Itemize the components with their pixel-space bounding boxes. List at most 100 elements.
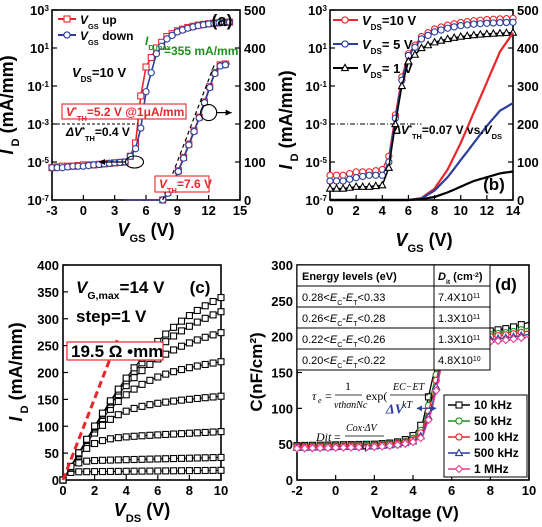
data-point-c <box>209 393 217 401</box>
data-point-c <box>106 456 114 464</box>
data-point-c <box>177 342 186 350</box>
y-tick-label-c: 350 <box>37 285 59 300</box>
data-point-c <box>185 454 193 462</box>
data-point-c <box>217 428 225 436</box>
annotation-vth-star-a: V*TH=5.2 V @1μA/mm <box>66 105 184 123</box>
y-tick-label-a: 10-7 <box>27 193 49 208</box>
data-point-c <box>162 370 170 378</box>
legend-marker-d <box>455 401 463 409</box>
data-point-c <box>83 468 91 476</box>
x-tick-label-b: 14 <box>506 203 521 218</box>
table-cell: 0.26<EC-ET<0.28 <box>302 313 385 328</box>
legend-marker-d <box>454 464 464 474</box>
x-tick-label-a: 0 <box>80 203 87 218</box>
data-point-c <box>201 428 209 436</box>
legend-label-d: 500 kHz <box>474 446 519 460</box>
data-point-d <box>331 443 340 453</box>
data-point-c <box>83 435 91 443</box>
y2-tick-label-a: 100 <box>244 155 266 170</box>
y-tick-label-d: 50 <box>279 437 293 452</box>
data-point-c <box>91 457 99 465</box>
data-point-d <box>370 442 379 452</box>
data-point-c <box>185 395 193 403</box>
data-point-linear-a <box>179 154 188 162</box>
equation-close: ) <box>429 389 433 403</box>
data-point-c <box>201 333 209 341</box>
data-point-b <box>377 180 387 189</box>
series-line-b <box>330 31 514 190</box>
x-tick-label-b: 10 <box>453 203 467 218</box>
data-point-a <box>142 63 150 71</box>
data-point-b <box>325 183 335 192</box>
data-point-a <box>131 145 140 153</box>
x-tick-label-d: 2 <box>371 483 378 498</box>
data-point-c <box>138 455 146 463</box>
data-point-b <box>476 20 484 28</box>
data-point-b <box>339 177 347 185</box>
data-point-c <box>75 449 83 457</box>
annotation-delta-b: ΔV*TH=0.07 V vs.VDS <box>392 123 502 141</box>
data-point-c <box>91 468 99 476</box>
data-point-c <box>177 327 186 335</box>
arrow-head-a <box>99 159 105 165</box>
data-point-b <box>463 21 471 29</box>
data-point-c <box>146 360 154 368</box>
data-point-b <box>495 28 505 37</box>
data-point-c <box>114 397 122 406</box>
legend-marker-a <box>63 31 71 39</box>
data-point-a <box>163 35 171 43</box>
data-point-c <box>122 391 130 399</box>
data-point-c <box>154 399 162 407</box>
data-point-b <box>456 31 466 40</box>
dit-table: Energy levels (eV) Dit (cm-2) 0.28<EC-ET<0… <box>296 264 491 371</box>
data-point-b <box>443 24 452 32</box>
legend-marker-d <box>455 417 463 425</box>
data-point-c <box>130 467 138 475</box>
y-tick-label-c: 0 <box>52 473 59 488</box>
data-point-c <box>114 467 122 475</box>
x-tick-label-b: 6 <box>405 203 412 218</box>
data-point-b <box>423 40 433 49</box>
data-point-c <box>114 434 122 442</box>
data-point-c <box>98 437 107 445</box>
data-point-b <box>436 35 446 44</box>
panel-label-a: (a) <box>212 11 233 30</box>
data-point-c <box>154 373 162 381</box>
data-point-linear-a <box>221 61 230 69</box>
data-point-b <box>450 23 458 31</box>
data-point-a <box>147 53 155 62</box>
annotation-delta-a: ΔV*TH=0.4 V <box>65 125 130 143</box>
y-tick-label-d: 100 <box>271 401 293 416</box>
data-point-b <box>404 56 413 65</box>
x-tick-label-c: 4 <box>123 483 131 498</box>
data-point-b <box>502 28 511 37</box>
table-frame <box>296 264 491 371</box>
data-point-c <box>75 459 83 467</box>
data-point-b <box>372 171 380 179</box>
x-tick-label-d: 10 <box>522 483 536 498</box>
data-point-c <box>201 454 209 462</box>
y-tick-label-b: 10-1 <box>305 79 327 94</box>
data-point-c <box>201 302 209 310</box>
data-point-d <box>431 386 441 395</box>
data-point-d <box>346 443 356 452</box>
data-point-b <box>475 29 485 38</box>
annotation-vds-a: VDS=10 V <box>72 65 127 84</box>
y-tick-label-c: 200 <box>37 366 59 381</box>
data-point-c <box>185 322 193 330</box>
data-point-c <box>170 346 178 354</box>
ron-line-c <box>61 337 120 481</box>
data-point-b <box>371 181 381 190</box>
data-point-c <box>114 385 122 393</box>
data-point-c <box>170 455 178 463</box>
equation-tau: τ <box>312 389 317 403</box>
data-point-b <box>410 49 420 58</box>
data-point-b <box>430 28 439 36</box>
data-point-a <box>168 31 176 40</box>
data-point-d <box>408 437 418 447</box>
data-point-c <box>185 364 193 372</box>
data-point-c <box>91 439 99 448</box>
x-tick-label-d: -2 <box>291 483 303 498</box>
data-point-b <box>338 183 348 192</box>
